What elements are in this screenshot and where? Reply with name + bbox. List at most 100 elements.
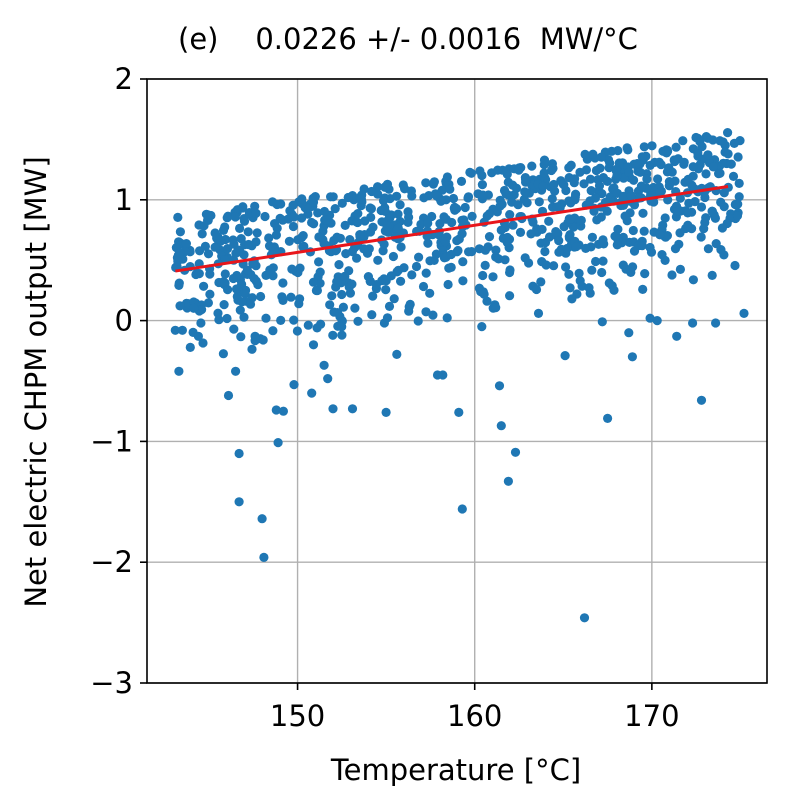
- data-point: [245, 299, 256, 309]
- data-point: [683, 174, 693, 184]
- data-point: [288, 200, 298, 210]
- data-point: [696, 202, 707, 212]
- data-point: [626, 191, 636, 201]
- data-point: [479, 289, 489, 299]
- data-point: [661, 145, 671, 155]
- data-point: [534, 197, 544, 207]
- data-point: [598, 256, 608, 266]
- data-point: [571, 242, 581, 252]
- data-point: [289, 315, 299, 325]
- data-point: [646, 247, 657, 257]
- data-point: [205, 289, 215, 299]
- data-point: [341, 249, 351, 259]
- data-point: [250, 331, 260, 341]
- data-point: [396, 276, 406, 286]
- chart-title: (e) 0.0226 +/- 0.0016 MW/°C: [178, 22, 638, 56]
- data-point: [707, 270, 717, 280]
- data-point: [235, 305, 245, 315]
- data-point: [356, 194, 366, 204]
- data-point: [475, 166, 485, 176]
- data-point: [312, 285, 322, 296]
- data-point: [554, 236, 564, 246]
- data-point: [696, 395, 707, 405]
- data-point: [723, 149, 733, 159]
- data-point: [531, 284, 542, 295]
- data-point: [597, 317, 607, 327]
- y-tick-label: 2: [115, 62, 133, 96]
- data-point: [624, 328, 634, 338]
- data-point: [444, 263, 454, 273]
- data-point: [423, 238, 433, 248]
- data-point: [728, 171, 739, 181]
- data-point: [495, 201, 505, 211]
- data-point: [392, 191, 402, 201]
- data-point: [414, 252, 424, 262]
- data-point: [703, 150, 713, 160]
- x-axis-ticks: 150 160 170: [270, 683, 680, 733]
- data-point: [688, 162, 698, 172]
- data-point: [647, 141, 657, 151]
- data-point: [716, 197, 726, 207]
- data-point: [667, 270, 677, 280]
- data-point: [380, 206, 390, 216]
- data-point: [287, 264, 297, 274]
- data-point: [453, 245, 463, 256]
- data-point: [265, 265, 275, 275]
- data-point: [384, 301, 395, 311]
- data-point: [726, 159, 736, 169]
- data-point: [332, 277, 342, 287]
- data-point: [627, 352, 638, 362]
- data-point: [679, 157, 689, 167]
- data-point: [675, 228, 685, 238]
- data-point: [173, 256, 183, 266]
- data-point: [198, 338, 208, 348]
- data-point: [365, 227, 376, 237]
- data-point: [547, 194, 557, 204]
- data-point: [493, 165, 503, 175]
- data-point: [459, 215, 469, 225]
- data-point: [629, 175, 639, 185]
- data-point: [388, 251, 398, 262]
- data-point: [467, 211, 477, 221]
- data-point: [373, 255, 383, 265]
- data-point: [655, 230, 665, 240]
- data-point: [477, 180, 487, 190]
- data-point: [275, 213, 285, 223]
- data-point: [480, 245, 490, 255]
- data-point: [697, 142, 707, 152]
- data-point: [389, 294, 399, 304]
- data-point: [482, 296, 492, 306]
- data-point: [428, 310, 438, 320]
- data-point: [200, 241, 210, 251]
- data-point: [385, 213, 395, 223]
- data-point: [366, 204, 376, 214]
- data-point: [249, 274, 259, 284]
- data-point: [429, 255, 439, 265]
- data-point: [715, 168, 725, 178]
- data-point: [660, 213, 670, 223]
- data-point: [423, 218, 433, 228]
- data-point: [319, 206, 330, 217]
- data-point: [325, 300, 335, 310]
- data-point: [250, 201, 260, 211]
- data-point: [533, 308, 544, 318]
- data-point: [229, 239, 239, 249]
- data-point: [407, 191, 417, 201]
- data-point: [340, 271, 350, 281]
- data-point: [360, 216, 370, 226]
- data-point: [564, 163, 574, 173]
- data-point: [602, 176, 613, 186]
- data-point: [587, 232, 598, 242]
- data-point: [437, 185, 447, 195]
- data-point: [637, 152, 647, 162]
- data-point: [367, 310, 377, 320]
- data-point: [577, 281, 587, 291]
- data-point: [505, 265, 515, 275]
- y-tick-label: 0: [115, 304, 133, 338]
- data-point: [347, 404, 358, 414]
- data-point: [381, 285, 391, 295]
- data-point: [561, 262, 571, 272]
- data-point: [637, 241, 647, 251]
- data-point: [442, 313, 452, 323]
- data-point: [244, 239, 254, 250]
